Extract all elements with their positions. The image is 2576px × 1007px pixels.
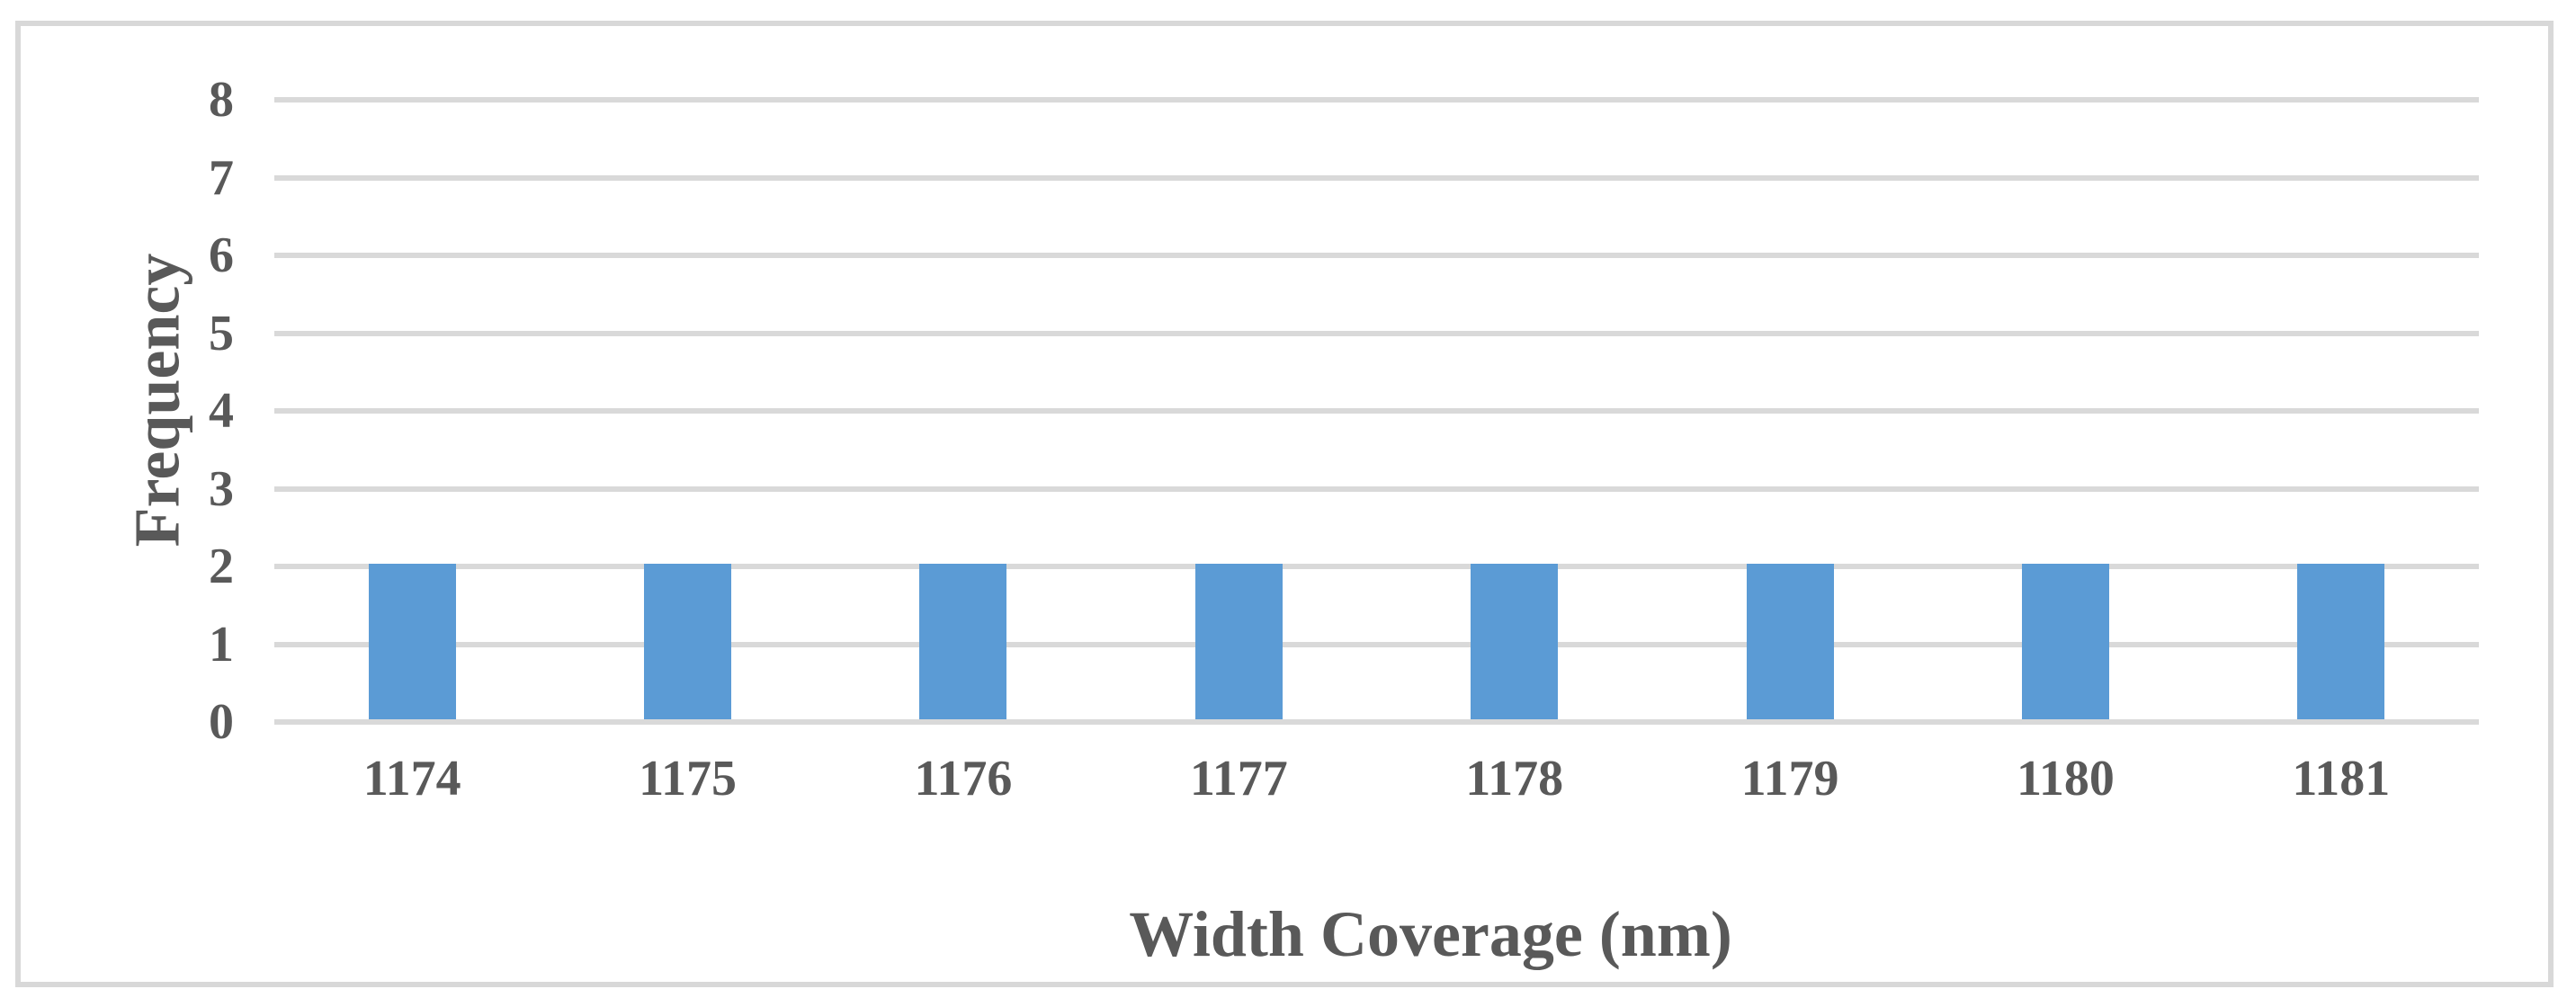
- x-tick-label-1180: 1180: [2016, 751, 2115, 806]
- gridline-6: [274, 253, 2479, 258]
- y-tick-label-7: 7: [209, 149, 234, 206]
- bar-1175: [644, 564, 732, 719]
- bar-1181: [2297, 564, 2385, 719]
- y-tick-label-3: 3: [209, 460, 234, 517]
- y-tick-label-8: 8: [209, 72, 234, 128]
- gridline-3: [274, 486, 2479, 492]
- x-tick-label-1176: 1176: [914, 751, 1013, 806]
- bar-1180: [2021, 564, 2109, 719]
- x-tick-label-1179: 1179: [1740, 751, 1839, 806]
- x-tick-label-1175: 1175: [639, 751, 738, 806]
- gridline-7: [274, 174, 2479, 181]
- y-axis-title: Frequency: [121, 253, 193, 548]
- x-tick-label-1177: 1177: [1189, 751, 1288, 806]
- gridline-1: [274, 641, 2479, 647]
- y-tick-label-2: 2: [209, 539, 234, 594]
- y-tick-label-6: 6: [209, 227, 234, 283]
- y-tick-label-4: 4: [209, 383, 234, 439]
- x-tick-label-1178: 1178: [1465, 751, 1564, 806]
- y-tick-label-0: 0: [209, 694, 234, 750]
- chart-frame: [15, 21, 2554, 987]
- bar-1177: [1194, 564, 1283, 719]
- gridline-0: [274, 719, 2479, 725]
- y-tick-label-1: 1: [209, 616, 234, 673]
- bar-1174: [368, 564, 456, 719]
- bar-1178: [1471, 564, 1559, 719]
- bar-1179: [1746, 564, 1834, 719]
- y-tick-label-5: 5: [209, 305, 234, 361]
- x-axis-title: Width Coverage (nm): [1129, 898, 1732, 970]
- gridline-8: [274, 97, 2479, 102]
- x-tick-label-1181: 1181: [2292, 751, 2391, 806]
- bar-1176: [919, 564, 1007, 719]
- gridline-2: [274, 564, 2479, 569]
- x-tick-label-1174: 1174: [362, 751, 461, 806]
- gridline-5: [274, 330, 2479, 336]
- gridline-4: [274, 408, 2479, 414]
